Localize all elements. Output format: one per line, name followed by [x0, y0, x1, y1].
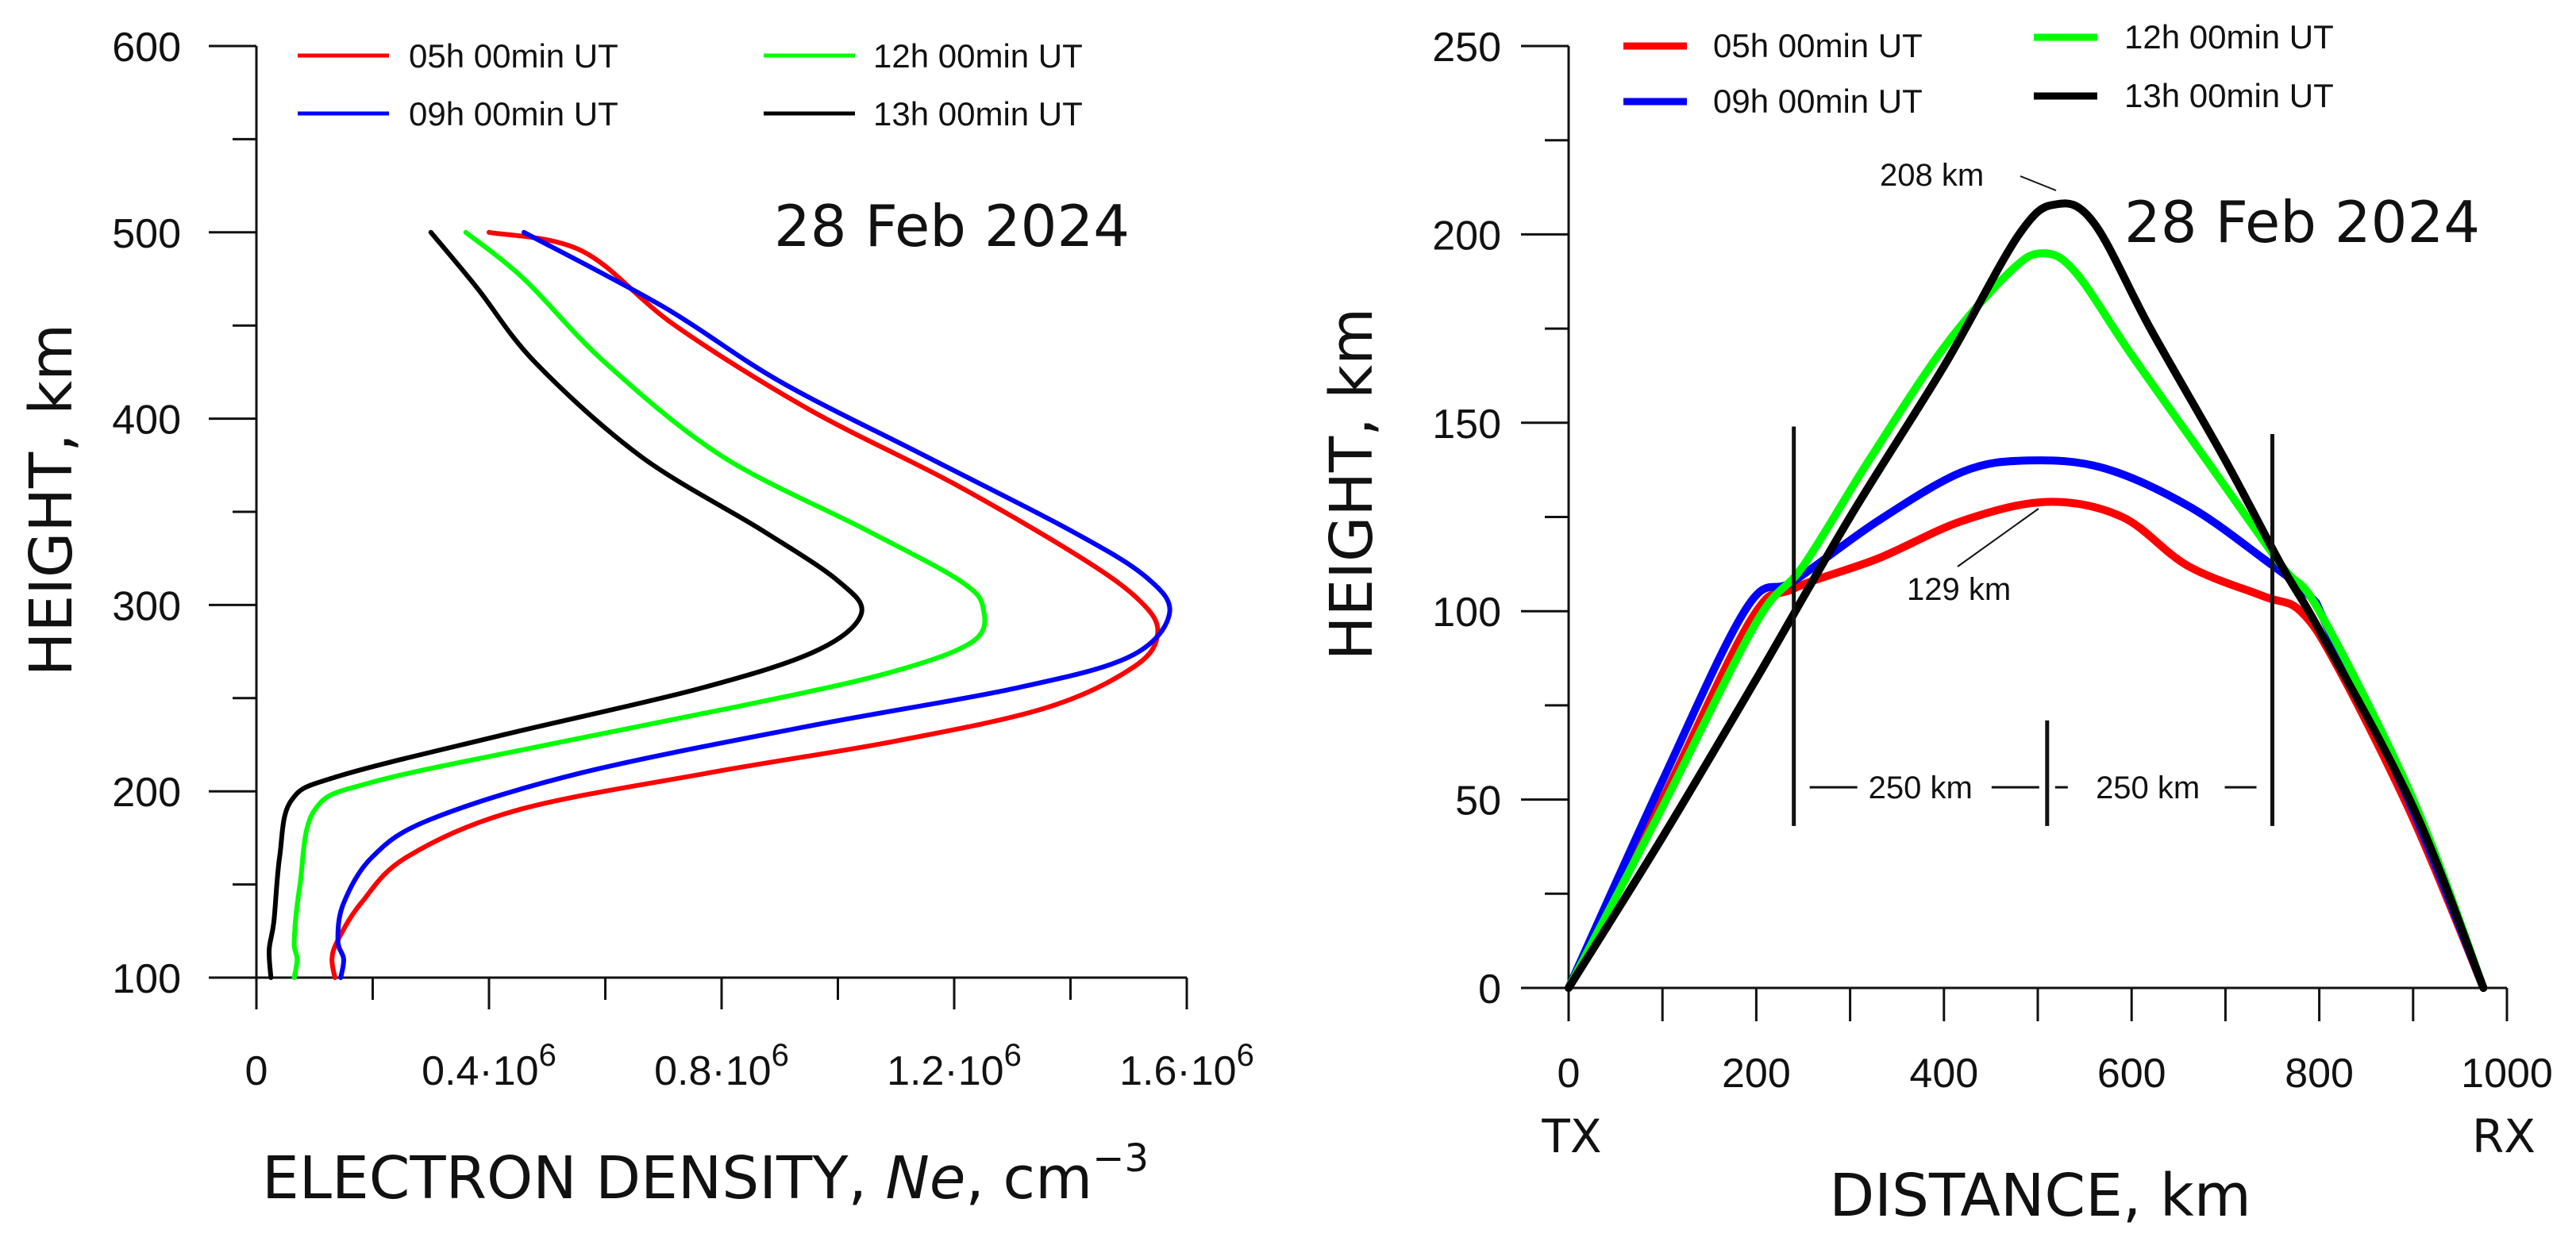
left-x-axis-title-unit: , cm	[965, 1144, 1092, 1212]
annotation-peak-13h-leader	[2020, 175, 2057, 191]
right-series-05h-00min-ut	[1565, 498, 2488, 992]
right-legend-label-09h: 09h 00min UT	[1713, 83, 1923, 120]
left-x-tick-label: 0.8·106	[654, 1038, 789, 1094]
right-y-tick-label: 100	[1432, 590, 1501, 636]
left-x-axis-title-exponent: −3	[1092, 1136, 1149, 1181]
left-x-tick-label: 0	[245, 1048, 268, 1094]
left-x-tick-label: 1.6·106	[1119, 1038, 1254, 1094]
right-y-tick-label: 200	[1432, 213, 1501, 259]
right-series-group	[1565, 199, 2488, 992]
right-x-tick-label: 600	[2097, 1051, 2166, 1097]
left-y-tick-label: 400	[112, 398, 181, 444]
left-x-axis-title: ELECTRON DENSITY, Ne, cm−3	[262, 1136, 1149, 1212]
right-y-tick-label: 150	[1432, 402, 1501, 448]
left-y-tick-label: 300	[112, 583, 181, 629]
right-legend-label-12h: 12h 00min UT	[2124, 18, 2334, 56]
left-legend-label-09h: 09h 00min UT	[409, 95, 618, 133]
right-y-axis-title: HEIGHT, km	[1318, 308, 1386, 660]
right-y-tick-label: 250	[1432, 25, 1501, 71]
left-y-tick-label: 200	[112, 770, 181, 816]
annotation-peak-13h: 208 km	[1880, 158, 1984, 193]
right-chart-date: 28 Feb 2024	[2124, 189, 2480, 256]
right-legend-label-05h: 05h 00min UT	[1713, 27, 1923, 64]
left-legend-label-13h: 13h 00min UT	[873, 95, 1083, 133]
right-series-12h-00min-ut	[1565, 249, 2488, 992]
left-y-tick-label: 100	[112, 956, 181, 1002]
right-x-tick-label: 0	[1558, 1051, 1581, 1097]
annotation-left-span: 250 km	[1869, 771, 1973, 805]
right-legend: 05h 00min UT 12h 00min UT 09h 00min UT 1…	[1623, 18, 2334, 120]
left-series-12h-00min-ut	[291, 229, 988, 980]
annotation-peak-05h: 129 km	[1907, 572, 2011, 607]
annotation-right-span: 250 km	[2096, 771, 2200, 805]
right-series-13h-00min-ut	[1565, 199, 2488, 992]
left-x-axis-title-prefix: ELECTRON DENSITY,	[262, 1144, 886, 1212]
left-axes: 100 200 300 400 500 600 0 0.4·106 0.8·106 1.2·106…	[112, 25, 1254, 1094]
left-x-tick-label: 0.4·106	[422, 1038, 556, 1094]
right-x-tick-label: 400	[1909, 1051, 1978, 1097]
left-x-tick-label: 1.2·106	[887, 1038, 1022, 1094]
right-span-markers: 250 km 250 km	[1792, 426, 2274, 826]
tx-label: TX	[1541, 1109, 1601, 1163]
right-x-axis-title: DISTANCE, km	[1829, 1162, 2251, 1230]
right-x-tick-label: 1000	[2461, 1051, 2553, 1097]
left-y-tick-label: 600	[112, 25, 181, 71]
left-series-13h-00min-ut	[267, 229, 864, 980]
right-axes: 0 50 100 150 200 250 0 200 400 600 800 1000	[1432, 25, 2553, 1097]
left-y-axis-title: HEIGHT, km	[17, 324, 86, 676]
annotation-peak-05h-leader	[1957, 508, 2039, 567]
left-legend-label-12h: 12h 00min UT	[873, 37, 1083, 75]
left-legend: 05h 00min UT 09h 00min UT 12h 00min UT 1…	[298, 37, 1083, 133]
left-x-axis-title-variable: Ne	[886, 1144, 966, 1212]
left-chart-date: 28 Feb 2024	[774, 193, 1130, 259]
left-chart-electron-density: 100 200 300 400 500 600 0 0.4·106 0.8·106 1.2·106…	[17, 25, 1254, 1212]
right-legend-label-13h: 13h 00min UT	[2124, 77, 2334, 114]
right-x-tick-label: 200	[1722, 1051, 1791, 1097]
left-y-tick-label: 500	[112, 211, 181, 257]
right-y-tick-label: 50	[1455, 778, 1501, 824]
left-series-group	[267, 229, 1172, 980]
right-x-tick-label: 800	[2285, 1051, 2354, 1097]
rx-label: RX	[2472, 1109, 2536, 1163]
left-legend-label-05h: 05h 00min UT	[409, 37, 618, 75]
left-series-09h-00min-ut	[335, 229, 1172, 980]
right-y-tick-label: 0	[1478, 967, 1501, 1013]
left-series-05h-00min-ut	[329, 229, 1161, 980]
